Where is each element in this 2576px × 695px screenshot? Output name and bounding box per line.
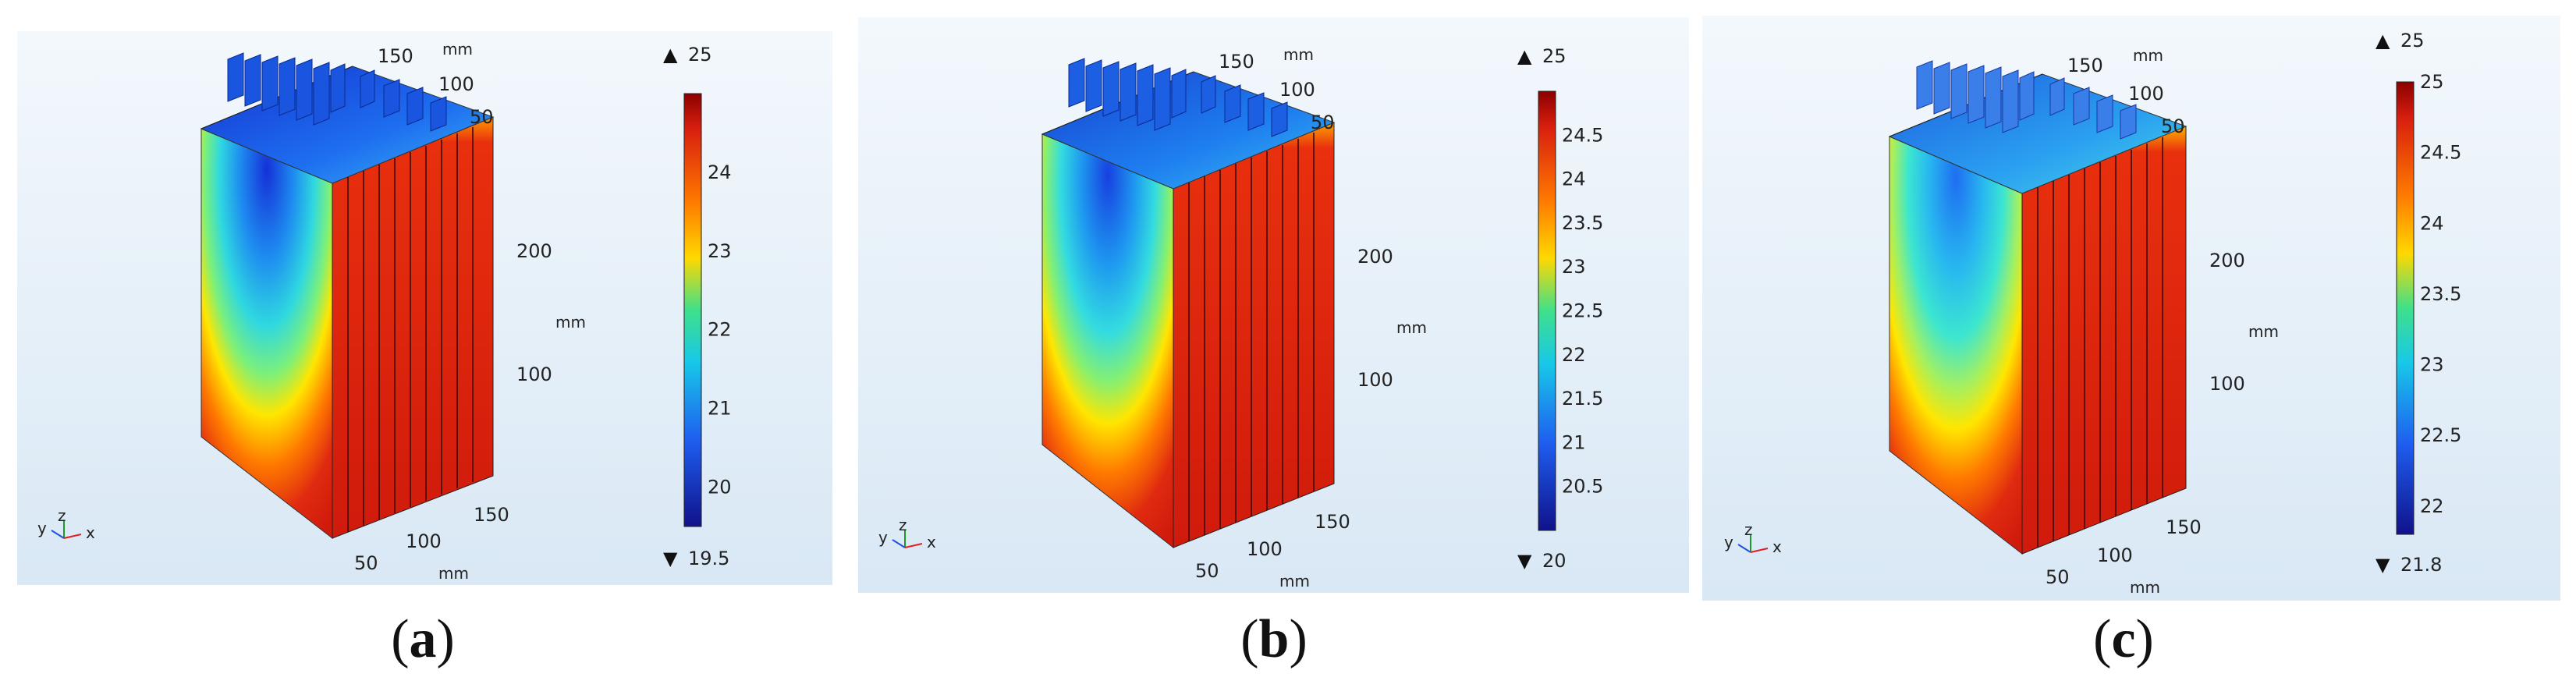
colorbar-tick-label: 23 bbox=[2420, 354, 2444, 376]
panel-a-plot: 150 100 50 mm 200 mm 100 150 100 50 mm z… bbox=[17, 31, 832, 585]
svg-text:y: y bbox=[1724, 533, 1733, 551]
axis-triad-icon: z y x bbox=[878, 516, 936, 551]
caption-b: (b) bbox=[1240, 609, 1308, 669]
svg-text:x: x bbox=[927, 533, 936, 551]
y-tick-50: 50 bbox=[2161, 115, 2185, 137]
y-tick-150: 150 bbox=[1219, 51, 1254, 73]
caption-c: (c) bbox=[2093, 609, 2154, 669]
z-tick-200: 200 bbox=[1357, 246, 1393, 268]
y-tick-150: 150 bbox=[2067, 55, 2103, 76]
y-unit: mm bbox=[442, 40, 473, 59]
x-tick-50: 50 bbox=[354, 552, 378, 574]
z-tick-200: 200 bbox=[516, 240, 552, 262]
colorbar-tick-label: 20.5 bbox=[1562, 476, 1603, 498]
y-tick-50: 50 bbox=[470, 106, 494, 128]
y-unit: mm bbox=[2133, 46, 2163, 65]
svg-text:y: y bbox=[37, 519, 47, 537]
svg-text:z: z bbox=[1744, 520, 1753, 539]
colorbar-tick-label: 20 bbox=[708, 477, 732, 498]
z-unit: mm bbox=[1396, 318, 1427, 337]
colorbar-tick-label: 25 bbox=[2420, 71, 2444, 93]
colorbar-tick-label: 21.5 bbox=[1562, 388, 1603, 410]
colorbar: ▲ 25 ▼ 19.5 24 23 22 21 20 bbox=[663, 44, 732, 569]
y-tick-50: 50 bbox=[1311, 112, 1335, 133]
x-unit: mm bbox=[2130, 578, 2160, 597]
x-tick-50: 50 bbox=[2046, 566, 2070, 588]
panel-a: 150 100 50 mm 200 mm 100 150 100 50 mm z… bbox=[17, 31, 832, 585]
colorbar-tick-label: 24 bbox=[708, 161, 732, 183]
y-unit: mm bbox=[1283, 45, 1314, 64]
colorbar-tick-label: 24 bbox=[2420, 212, 2444, 234]
colorbar-tick-label: 23.5 bbox=[2420, 283, 2461, 305]
colorbar-tick-label: 23.5 bbox=[1562, 212, 1603, 234]
z-tick-100: 100 bbox=[1357, 369, 1393, 391]
colorbar-tick-label: 24.5 bbox=[1562, 124, 1603, 146]
colorbar-tick-label: 22.5 bbox=[2420, 424, 2461, 446]
svg-text:y: y bbox=[878, 528, 888, 547]
colorbar-tick-label: 22 bbox=[1562, 344, 1586, 366]
z-tick-100: 100 bbox=[2209, 373, 2245, 395]
colorbar-min-marker-icon: ▼ bbox=[1517, 550, 1532, 572]
svg-text:x: x bbox=[86, 523, 95, 542]
colorbar-min-label: 19.5 bbox=[688, 548, 729, 569]
z-unit: mm bbox=[2248, 322, 2279, 341]
colorbar-min-label: 20 bbox=[1542, 550, 1567, 572]
colorbar-min-label: 21.8 bbox=[2400, 554, 2442, 576]
x-tick-150: 150 bbox=[1315, 511, 1350, 533]
panel-b: 150 100 50 mm 200 mm 100 150 100 50 mm z… bbox=[858, 17, 1689, 593]
x-tick-50: 50 bbox=[1195, 560, 1219, 582]
svg-text:x: x bbox=[1772, 537, 1782, 556]
colorbar-tick-label: 23 bbox=[1562, 256, 1586, 278]
colorbar-tick-label: 21 bbox=[708, 398, 732, 420]
colorbar-max-label: 25 bbox=[2400, 30, 2425, 51]
z-unit: mm bbox=[555, 313, 586, 332]
axis-triad-icon: z y x bbox=[1724, 520, 1782, 556]
colorbar-tick-label: 24.5 bbox=[2420, 142, 2461, 164]
colorbar-min-marker-icon: ▼ bbox=[2376, 554, 2390, 576]
battery-block bbox=[1888, 60, 2187, 555]
panel-b-plot: 150 100 50 mm 200 mm 100 150 100 50 mm z… bbox=[858, 17, 1689, 593]
colorbar-tick-label: 22 bbox=[708, 319, 732, 341]
colorbar-tick-label: 21 bbox=[1562, 431, 1586, 453]
svg-text:z: z bbox=[58, 506, 66, 525]
z-tick-200: 200 bbox=[2209, 250, 2245, 271]
battery-block bbox=[1041, 58, 1336, 549]
colorbar-max-marker-icon: ▲ bbox=[663, 44, 678, 66]
colorbar-min-marker-icon: ▼ bbox=[663, 548, 678, 569]
axis-triad-icon: z y x bbox=[37, 506, 95, 542]
colorbar-tick-label: 24 bbox=[1562, 168, 1586, 190]
x-unit: mm bbox=[1279, 572, 1310, 590]
svg-text:z: z bbox=[899, 516, 907, 534]
z-tick-100: 100 bbox=[516, 363, 552, 385]
colorbar-tick-label: 23 bbox=[708, 240, 732, 262]
y-tick-100: 100 bbox=[2128, 83, 2164, 105]
y-tick-100: 100 bbox=[1279, 79, 1315, 101]
colorbar-max-label: 25 bbox=[1542, 45, 1567, 67]
colorbar-max-marker-icon: ▲ bbox=[2376, 30, 2390, 51]
caption-a: (a) bbox=[391, 609, 455, 669]
x-unit: mm bbox=[438, 564, 469, 583]
y-tick-100: 100 bbox=[438, 73, 474, 95]
x-tick-100: 100 bbox=[406, 530, 442, 552]
panel-c-plot: 150 100 50 mm 200 mm 100 150 100 50 mm z… bbox=[1702, 16, 2560, 601]
y-tick-150: 150 bbox=[378, 45, 413, 67]
x-tick-150: 150 bbox=[2166, 516, 2202, 538]
colorbar-tick-label: 22 bbox=[2420, 495, 2444, 517]
colorbar-tick-label: 22.5 bbox=[1562, 300, 1603, 322]
battery-block bbox=[200, 52, 495, 540]
panel-c: 150 100 50 mm 200 mm 100 150 100 50 mm z… bbox=[1702, 16, 2560, 601]
x-tick-100: 100 bbox=[2097, 544, 2133, 566]
colorbar-max-label: 25 bbox=[688, 44, 712, 66]
colorbar: ▲ 25 ▼ 21.8 25 24.5 24 23.5 23 22.5 22 bbox=[2376, 30, 2461, 576]
x-tick-100: 100 bbox=[1247, 538, 1283, 560]
colorbar: ▲ 25 ▼ 20 24.5 24 23.5 23 22.5 22 21.5 21 20.5 bbox=[1517, 45, 1603, 572]
x-tick-150: 150 bbox=[474, 504, 509, 526]
colorbar-max-marker-icon: ▲ bbox=[1517, 45, 1532, 67]
